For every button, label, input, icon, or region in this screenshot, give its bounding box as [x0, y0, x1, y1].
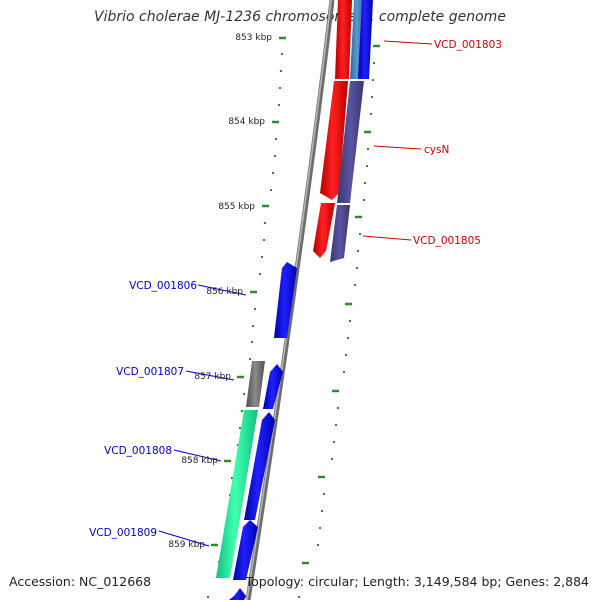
scale-label-856: 856 kbp [206, 287, 243, 297]
gene-steel-reverse[interactable] [350, 0, 364, 79]
scale-label-853: 853 kbp [235, 33, 272, 43]
gene-label-cysn: cysN [424, 144, 449, 156]
gene-label-vcd001809: VCD_001809 [89, 527, 157, 539]
gene-vcd001807-blue[interactable] [263, 364, 283, 409]
gene-label-vcd001806: VCD_001806 [129, 280, 197, 292]
forward-gene-labels: VCD_001803 cysN VCD_001805 [413, 39, 502, 247]
map-title: Vibrio cholerae MJ-1236 chromosome 1, co… [94, 9, 506, 25]
gene-label-vcd001807: VCD_001807 [116, 366, 184, 378]
gene-vcd001807-gray[interactable] [246, 361, 265, 407]
scale-label-855: 855 kbp [218, 202, 255, 212]
gene-vcd001806[interactable] [274, 262, 297, 338]
genome-backbone-highlight [246, 0, 332, 600]
label-connectors [158, 40, 433, 547]
scale-label-859: 859 kbp [168, 540, 205, 550]
gene-purple-reverse-2[interactable] [330, 205, 350, 262]
gene-label-vcd001805: VCD_001805 [413, 235, 481, 247]
scale-labels: 853 kbp 854 kbp 855 kbp 856 kbp 857 kbp … [168, 33, 272, 550]
gene-vcd001809[interactable] [233, 520, 258, 580]
scale-label-857: 857 kbp [194, 372, 231, 382]
gene-blue-bottom[interactable] [229, 588, 246, 600]
scale-label-854: 854 kbp [228, 117, 265, 127]
genome-summary: Topology: circular; Length: 3,149,584 bp… [245, 574, 589, 589]
gene-vcd001808[interactable] [216, 410, 258, 578]
gene-label-vcd001808: VCD_001808 [104, 445, 172, 457]
gene-cysn-forward[interactable] [320, 81, 348, 200]
reverse-gene-labels: VCD_001806 VCD_001807 VCD_001808 VCD_001… [89, 280, 197, 539]
gene-vcd001805-forward[interactable] [313, 203, 335, 258]
scale-label-858: 858 kbp [181, 456, 218, 466]
gene-label-vcd001803: VCD_001803 [434, 39, 502, 51]
gene-vcd001803-forward[interactable] [335, 0, 352, 79]
inner-scale-ticks [207, 36, 286, 598]
gene-blue-mid[interactable] [244, 412, 275, 520]
accession-label: Accession: NC_012668 [9, 574, 152, 589]
gene-blue-top-reverse[interactable] [358, 0, 373, 79]
genome-backbone [245, 0, 335, 600]
outer-scale-ticks [298, 44, 380, 598]
gene-purple-reverse[interactable] [337, 81, 364, 203]
